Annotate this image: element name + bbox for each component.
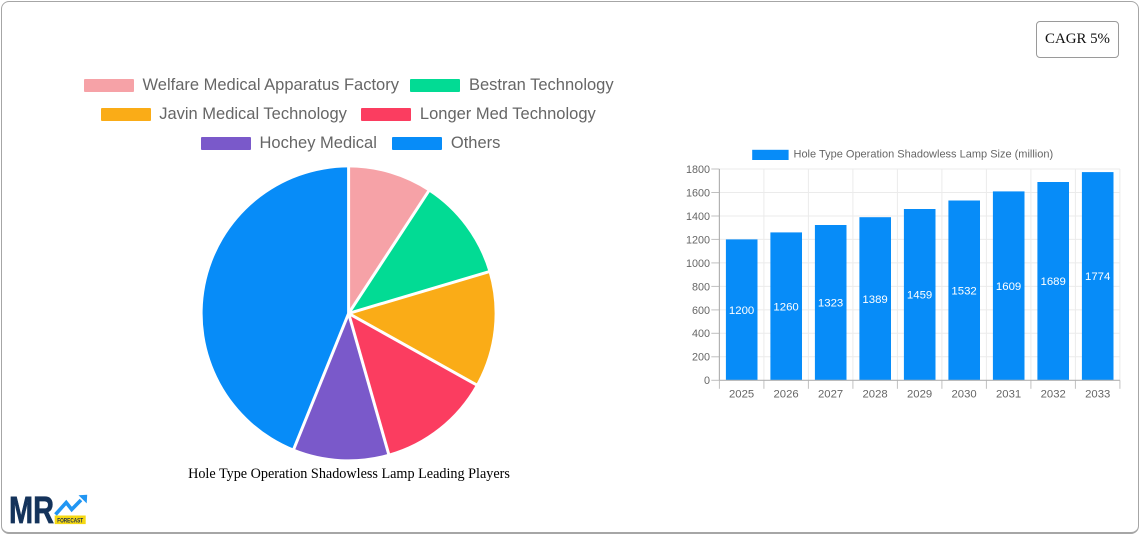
- svg-text:FORECAST: FORECAST: [57, 517, 83, 524]
- svg-text:800: 800: [692, 281, 710, 293]
- svg-text:1260: 1260: [773, 301, 798, 313]
- svg-text:200: 200: [692, 352, 710, 364]
- svg-text:MR: MR: [9, 490, 54, 532]
- svg-text:2033: 2033: [1085, 389, 1110, 401]
- svg-text:2025: 2025: [729, 389, 754, 401]
- svg-text:600: 600: [692, 305, 710, 317]
- svg-text:1609: 1609: [996, 281, 1021, 293]
- svg-text:1800: 1800: [686, 164, 710, 176]
- svg-text:400: 400: [692, 328, 710, 340]
- svg-text:2027: 2027: [818, 389, 843, 401]
- svg-text:2030: 2030: [952, 389, 977, 401]
- svg-text:1532: 1532: [951, 285, 976, 297]
- svg-text:2031: 2031: [996, 389, 1021, 401]
- svg-text:2029: 2029: [907, 389, 932, 401]
- svg-text:1000: 1000: [686, 258, 710, 270]
- svg-text:1200: 1200: [729, 305, 754, 317]
- svg-text:0: 0: [704, 375, 710, 387]
- svg-text:1323: 1323: [818, 298, 843, 310]
- svg-text:2028: 2028: [863, 389, 888, 401]
- svg-text:1689: 1689: [1041, 276, 1066, 288]
- svg-text:1400: 1400: [686, 211, 710, 223]
- svg-text:1459: 1459: [907, 290, 932, 302]
- svg-text:Hole Type Operation Shadowless: Hole Type Operation Shadowless Lamp Size…: [794, 149, 1054, 161]
- svg-text:1200: 1200: [686, 234, 710, 246]
- svg-text:1774: 1774: [1085, 271, 1110, 283]
- svg-text:1600: 1600: [686, 187, 710, 199]
- svg-text:2026: 2026: [774, 389, 799, 401]
- svg-text:1389: 1389: [862, 294, 887, 306]
- svg-text:2032: 2032: [1041, 389, 1066, 401]
